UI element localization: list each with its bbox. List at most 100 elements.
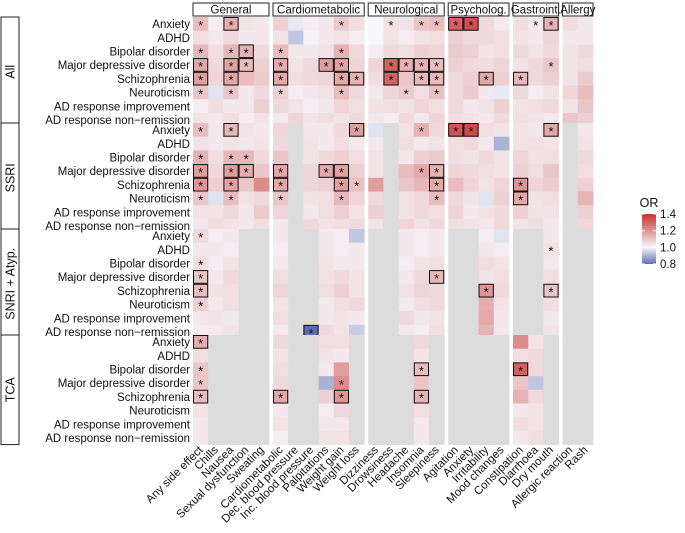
significance-box bbox=[333, 164, 349, 178]
significance-star: * bbox=[324, 165, 329, 180]
heatmap-cell bbox=[383, 335, 399, 350]
significance-star: * bbox=[198, 363, 203, 378]
heatmap-cell bbox=[448, 417, 464, 432]
heatmap-cell bbox=[528, 71, 544, 86]
heatmap-cell bbox=[303, 362, 319, 377]
heatmap-cell bbox=[493, 229, 510, 244]
heatmap-cell bbox=[288, 297, 304, 312]
significance-star: * bbox=[419, 73, 424, 88]
heatmap-cell bbox=[238, 99, 255, 114]
heatmap-cell bbox=[253, 403, 270, 418]
significance-star: * bbox=[453, 124, 458, 139]
heatmap-cell bbox=[478, 376, 495, 391]
significance-star: * bbox=[198, 45, 203, 60]
heatmap-cell bbox=[577, 205, 594, 220]
heatmap-cell bbox=[273, 430, 289, 445]
heatmap-cell bbox=[429, 297, 445, 312]
heatmap-cell bbox=[349, 417, 365, 432]
heatmap-cell bbox=[562, 229, 579, 244]
significance-star: * bbox=[434, 59, 439, 74]
heatmap-cell bbox=[543, 44, 559, 59]
heatmap-cell bbox=[368, 417, 384, 432]
heatmap-cell bbox=[208, 283, 224, 298]
heatmap-cell bbox=[193, 376, 209, 391]
heatmap-cell bbox=[448, 164, 464, 179]
heatmap-cell bbox=[463, 44, 479, 59]
significance-star: * bbox=[228, 165, 233, 180]
significance-box bbox=[413, 362, 429, 377]
significance-box bbox=[429, 270, 445, 284]
heatmap-cell bbox=[528, 311, 544, 326]
heatmap-cell bbox=[577, 58, 594, 73]
heatmap-cell bbox=[383, 71, 399, 86]
heatmap-cell bbox=[413, 164, 430, 179]
heatmap-cell bbox=[208, 58, 224, 73]
heatmap-cell bbox=[368, 71, 384, 86]
heatmap-cell bbox=[368, 348, 384, 363]
heatmap-cell bbox=[543, 85, 559, 100]
significance-box bbox=[193, 389, 209, 404]
heatmap-cell bbox=[543, 58, 559, 73]
significance-star: * bbox=[533, 18, 538, 33]
heatmap-cell bbox=[368, 44, 384, 59]
heatmap-cell bbox=[193, 229, 209, 244]
group-header-box bbox=[367, 2, 445, 17]
heatmap-cell bbox=[288, 99, 304, 114]
heatmap-cell bbox=[429, 30, 445, 45]
significance-star: * bbox=[339, 179, 344, 194]
heatmap-cell bbox=[493, 205, 510, 220]
heatmap-cell bbox=[478, 17, 495, 32]
heatmap-cell bbox=[493, 335, 510, 350]
heatmap-cell bbox=[383, 123, 399, 138]
heatmap-cell bbox=[238, 150, 255, 165]
heatmap-cell bbox=[478, 256, 495, 271]
heatmap-cell bbox=[478, 242, 495, 257]
heatmap-cell bbox=[288, 85, 304, 100]
heatmap-cell bbox=[333, 311, 350, 326]
heatmap-cell bbox=[577, 389, 594, 404]
heatmap-cell bbox=[238, 335, 255, 350]
heatmap-cell bbox=[318, 270, 335, 285]
heatmap-cell bbox=[208, 376, 224, 391]
heatmap-cell bbox=[513, 348, 529, 363]
heatmap-cell bbox=[208, 205, 224, 220]
heatmap-cell bbox=[238, 297, 255, 312]
heatmap-cell bbox=[448, 270, 464, 285]
significance-star: * bbox=[419, 59, 424, 74]
heatmap-cell bbox=[273, 30, 289, 45]
row-label: AD response non−remission bbox=[45, 433, 190, 445]
heatmap-cell bbox=[318, 403, 335, 418]
heatmap-cell bbox=[223, 150, 239, 165]
significance-box bbox=[223, 71, 239, 86]
heatmap-cell bbox=[253, 270, 270, 285]
heatmap-cell bbox=[543, 311, 559, 326]
heatmap-cell bbox=[238, 136, 255, 151]
significance-star: * bbox=[518, 363, 523, 378]
heatmap-cell bbox=[238, 403, 255, 418]
heatmap-cell bbox=[253, 417, 270, 432]
significance-box bbox=[333, 389, 349, 404]
significance-star: * bbox=[339, 73, 344, 88]
heatmap-cell bbox=[193, 311, 209, 326]
heatmap-cell bbox=[478, 417, 495, 432]
heatmap-cell bbox=[238, 376, 255, 391]
heatmap-cell bbox=[577, 256, 594, 271]
heatmap-cell bbox=[413, 403, 430, 418]
heatmap-cell bbox=[513, 30, 529, 45]
heatmap-cell bbox=[333, 71, 350, 86]
heatmap-cell bbox=[193, 150, 209, 165]
heatmap-cell bbox=[478, 229, 495, 244]
row-label: ADHD bbox=[157, 351, 190, 363]
heatmap-cell bbox=[193, 362, 209, 377]
heatmap-cell bbox=[543, 191, 559, 206]
heatmap-cell bbox=[413, 85, 430, 100]
significance-star: * bbox=[278, 165, 283, 180]
heatmap-cell bbox=[562, 99, 579, 114]
significance-star: * bbox=[278, 391, 283, 406]
significance-box bbox=[349, 71, 365, 86]
heatmap-cell bbox=[208, 242, 224, 257]
heatmap-cell bbox=[303, 44, 319, 59]
significance-star: * bbox=[278, 179, 283, 194]
heatmap-cell bbox=[478, 348, 495, 363]
heatmap-cell bbox=[543, 389, 559, 404]
